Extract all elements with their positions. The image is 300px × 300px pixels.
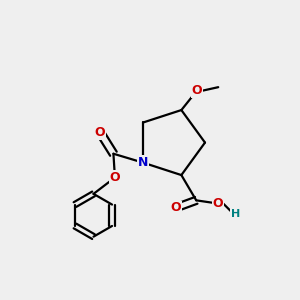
- Text: O: O: [110, 171, 120, 184]
- Text: H: H: [230, 209, 240, 219]
- Text: N: N: [138, 156, 148, 169]
- Text: O: O: [191, 84, 202, 97]
- Text: O: O: [95, 126, 105, 139]
- Text: O: O: [213, 197, 223, 210]
- Text: O: O: [171, 201, 181, 214]
